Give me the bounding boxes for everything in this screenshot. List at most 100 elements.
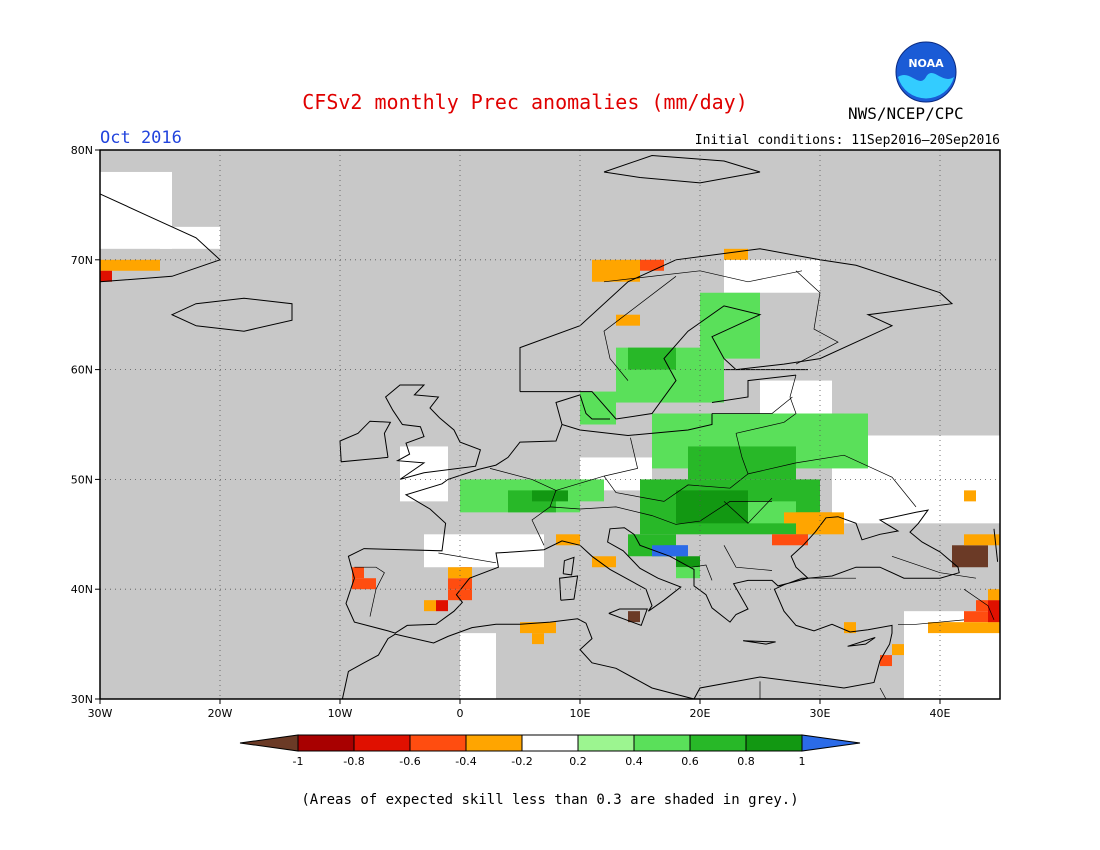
longitude-labels: 30W 20W 10W 0 10E 20E 30E 40E <box>88 699 951 720</box>
anomaly-cell <box>580 391 616 425</box>
anomaly-cell <box>616 314 640 326</box>
legend-arrow-low <box>239 734 299 752</box>
country-border <box>723 545 773 571</box>
anomaly-cell <box>448 578 472 590</box>
country-border <box>603 276 677 381</box>
anomaly-cell <box>748 413 844 425</box>
coastline <box>562 556 575 576</box>
anomaly-cell <box>844 622 856 634</box>
anomaly-cell <box>772 534 808 546</box>
legend-label: -0.4 <box>455 755 476 768</box>
initial-conditions: Initial conditions: 11Sep2016–20Sep2016 <box>694 133 1000 148</box>
longitude-label: 20E <box>690 707 711 720</box>
anomaly-cell <box>532 633 544 645</box>
anomaly-cell <box>640 259 664 271</box>
latitude-label: 30N <box>71 693 93 706</box>
map-title: CFSv2 monthly Prec anomalies (mm/day) <box>302 90 748 114</box>
coastline <box>743 640 776 645</box>
country-border <box>735 375 797 434</box>
latitude-label: 40N <box>71 583 93 596</box>
coastline <box>559 575 579 601</box>
anomaly-cell <box>100 259 160 271</box>
anomaly-cell <box>580 479 604 502</box>
latitude-label: 50N <box>71 473 93 486</box>
anomaly-cell <box>964 490 976 502</box>
coastline <box>993 528 999 562</box>
country-border <box>555 437 639 491</box>
anomaly-cell <box>556 534 580 546</box>
anomaly-cell <box>448 589 472 601</box>
longitude-label: 20W <box>208 707 233 720</box>
legend-arrow-high <box>801 734 861 752</box>
anomaly-cell <box>928 622 1000 634</box>
country-border <box>489 468 557 546</box>
anomaly-cell <box>676 556 700 568</box>
latitude-label: 80N <box>71 144 93 157</box>
coastline <box>339 420 392 463</box>
legend-swatch <box>633 734 691 752</box>
anomaly-cell <box>988 589 1000 601</box>
white-cell <box>460 633 496 699</box>
country-border <box>891 555 977 579</box>
country-border <box>691 564 713 581</box>
legend-label: 0.8 <box>737 755 755 768</box>
anomaly-cell <box>352 567 364 579</box>
anomaly-cell <box>988 600 1000 623</box>
country-border <box>712 396 793 414</box>
coastline <box>341 424 960 700</box>
agency-label: NWS/NCEP/CPC <box>848 104 964 123</box>
coastline <box>99 193 221 283</box>
legend-swatch <box>689 734 747 752</box>
country-border <box>354 566 385 617</box>
latitude-label: 70N <box>71 254 93 267</box>
noaa-logo: NOAA <box>895 41 957 103</box>
legend-label: -0.2 <box>511 755 532 768</box>
country-border <box>963 588 995 621</box>
country-border <box>549 501 772 525</box>
anomaly-cell <box>448 567 472 579</box>
map-frame <box>99 149 1001 700</box>
graticule <box>100 150 1000 699</box>
country-border <box>879 687 887 700</box>
longitude-label: 10W <box>328 707 353 720</box>
country-border <box>438 552 497 564</box>
latitude-label: 60N <box>71 364 93 377</box>
legend-label: 1 <box>799 755 806 768</box>
longitude-label: 30E <box>810 707 831 720</box>
white-cell <box>892 446 1000 502</box>
anomaly-cell <box>664 545 688 557</box>
longitude-label: 10E <box>570 707 591 720</box>
anomaly-cell <box>964 611 1000 623</box>
white-cell <box>724 259 820 293</box>
anomaly-cell <box>100 270 112 282</box>
logo-text: NOAA <box>908 57 944 70</box>
coastline <box>847 637 876 647</box>
coastline <box>608 608 648 627</box>
color-legend: -1 -0.8 -0.6 -0.4 -0.2 0.2 0.4 0.6 0.8 1 <box>239 734 861 768</box>
anomaly-cell <box>892 644 904 656</box>
coastline <box>711 374 797 403</box>
legend-swatch <box>745 734 803 752</box>
white-cell <box>160 226 220 249</box>
anomaly-cell <box>628 611 640 623</box>
legend-label: 0.6 <box>681 755 699 768</box>
valid-month: Oct 2016 <box>100 128 182 148</box>
anomaly-cell <box>628 347 676 370</box>
coastline <box>519 248 954 420</box>
legend-label: -1 <box>293 755 304 768</box>
anomaly-cell <box>436 600 448 612</box>
legend-swatch <box>409 734 467 752</box>
anomaly-cell <box>880 655 892 667</box>
longitude-label: 30W <box>88 707 113 720</box>
anomaly-cell <box>424 600 436 612</box>
anomaly-cell <box>964 534 1000 546</box>
longitude-label: 40E <box>930 707 951 720</box>
legend-label: -0.8 <box>343 755 364 768</box>
country-border <box>603 270 803 283</box>
legend-swatch <box>577 734 635 752</box>
country-border <box>795 270 839 365</box>
anomaly-cell <box>952 545 988 568</box>
anomaly-cell <box>352 578 376 590</box>
anomaly-cell <box>520 622 556 634</box>
